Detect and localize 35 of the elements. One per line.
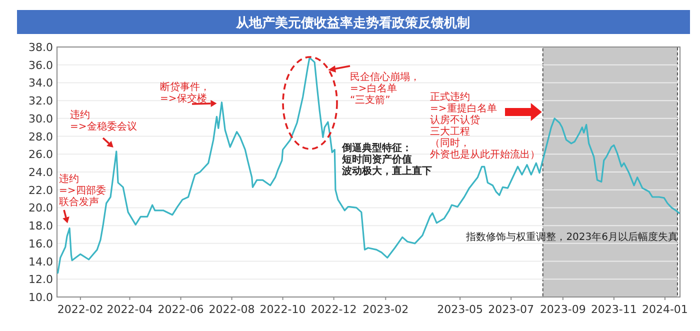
y-tick-label: 38.0 <box>28 41 53 54</box>
x-tick-label: 2024-01 <box>642 303 688 316</box>
x-tick-label: 2022-02 <box>57 303 104 316</box>
y-tick-label: 18.0 <box>28 220 53 233</box>
annotation: 断贷事件，=>保交楼 <box>160 81 210 104</box>
line-series <box>57 56 680 274</box>
x-tick-label: 2022-12 <box>310 303 357 316</box>
x-tick-label: 2023-11 <box>590 303 637 316</box>
x-tick-label: 2022-06 <box>158 303 204 316</box>
annotation: 民企信心崩塌，=>白名单“三支箭” <box>350 71 420 106</box>
y-tick-label: 28.0 <box>28 130 53 144</box>
y-tick-label: 36.0 <box>28 58 53 72</box>
y-tick-label: 16.0 <box>28 237 53 250</box>
x-tick-label: 2022-08 <box>208 303 255 316</box>
x-tick-label: 2023-02 <box>362 303 409 316</box>
y-tick-label: 30.0 <box>28 112 53 126</box>
annotation: 正式违约=>重提白名单认房不认贷三大工程（同时，外资也是从此开始流出） <box>430 91 540 160</box>
y-tick-label: 22.0 <box>28 184 53 197</box>
y-tick-label: 10.0 <box>28 291 53 304</box>
x-tick-label: 2023-07 <box>488 303 534 316</box>
x-tick-label: 2022-10 <box>260 303 306 316</box>
y-tick-label: 24.0 <box>28 166 53 179</box>
x-tick-label: 2023-05 <box>437 303 484 316</box>
annotation: 违约=>金稳委会议 <box>70 109 137 132</box>
annotation: 违约=>四部委联合发声 <box>59 173 106 208</box>
x-tick-label: 2023-09 <box>540 303 586 316</box>
y-tick-label: 12.0 <box>28 273 53 286</box>
y-tick-label: 34.0 <box>28 76 53 90</box>
band-label: 指数修饰与权重调整，2023年6月以后幅度失真 <box>465 231 678 243</box>
x-tick-label: 2022-04 <box>106 303 153 316</box>
y-tick-label: 26.0 <box>28 148 53 162</box>
y-tick-label: 14.0 <box>28 255 53 268</box>
y-tick-label: 32.0 <box>28 94 53 108</box>
chart-title: 从地产美元债收益率走势看政策反馈机制 <box>235 15 470 31</box>
y-tick-label: 20.0 <box>28 202 53 215</box>
